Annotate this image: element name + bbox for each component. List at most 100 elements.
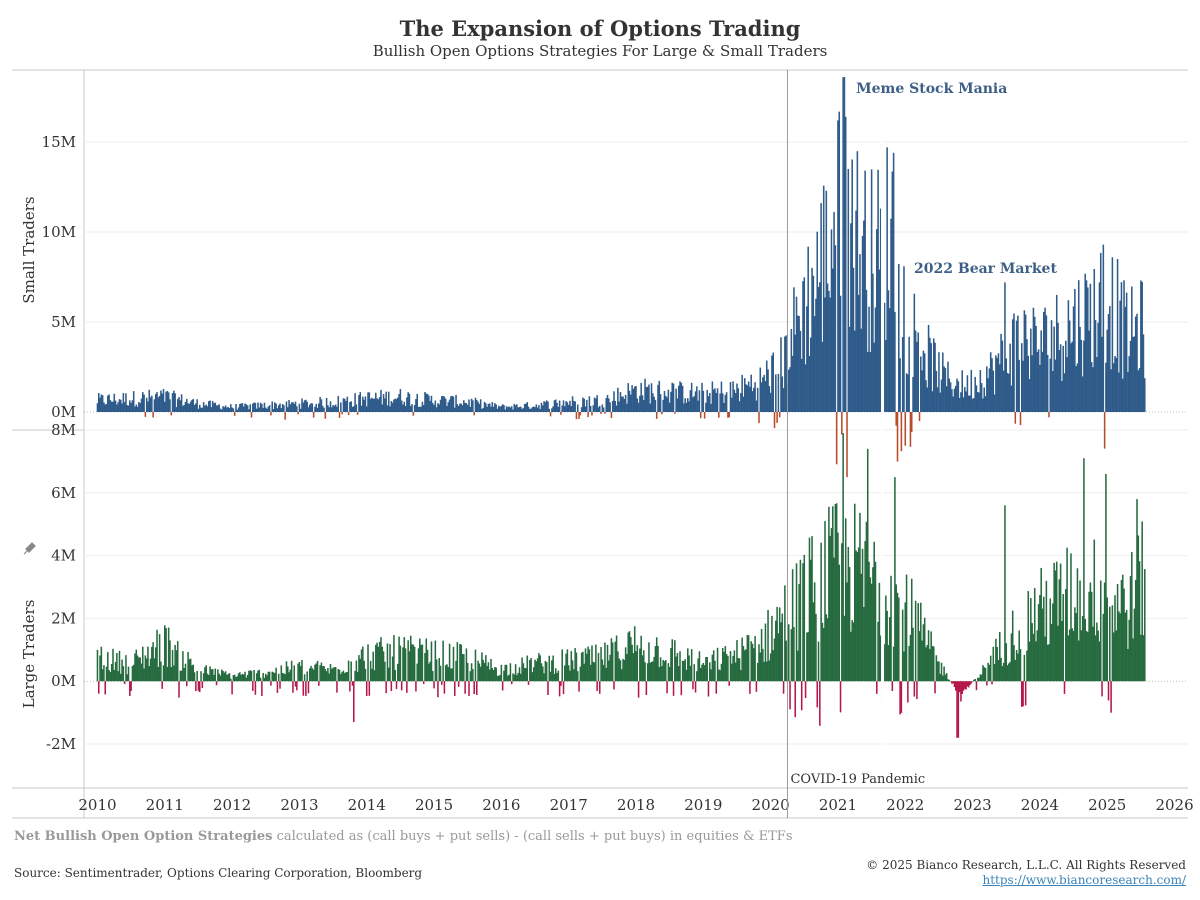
- large-traders-bar: [364, 668, 367, 682]
- small-traders-bar: [297, 412, 299, 415]
- large-traders-bar: [331, 668, 333, 682]
- large-traders-bar: [913, 681, 916, 697]
- large-traders-bar: [944, 674, 947, 682]
- small-traders-bar: [110, 401, 113, 412]
- small-traders-bar: [1011, 319, 1014, 412]
- small-traders-bar: [400, 400, 403, 412]
- small-traders-bar: [824, 297, 826, 412]
- small-traders-bar: [477, 401, 479, 412]
- large-traders-bar: [798, 584, 800, 682]
- small-traders-bar: [873, 342, 875, 412]
- large-traders-bar: [833, 557, 835, 682]
- x-tick-label: 2011: [146, 796, 184, 814]
- small-traders-bar: [965, 391, 967, 412]
- small-traders-bar: [205, 404, 207, 412]
- large-traders-bar: [790, 629, 793, 682]
- large-traders-bar: [1107, 681, 1110, 701]
- small-traders-bar: [666, 397, 668, 412]
- large-traders-bar: [633, 626, 636, 682]
- small-traders-bar: [143, 394, 145, 412]
- small-traders-bar: [197, 408, 200, 412]
- website-link[interactable]: https://www.biancoresearch.com/: [982, 873, 1186, 887]
- small-traders-bar: [310, 403, 312, 412]
- large-traders-bar: [201, 681, 204, 689]
- large-traders-bar: [284, 674, 286, 682]
- small-traders-bar: [220, 409, 223, 412]
- small-traders-bar: [147, 401, 149, 412]
- large-traders-bar: [501, 681, 504, 691]
- large-traders-bar: [685, 669, 688, 682]
- large-traders-bar: [1037, 604, 1040, 682]
- small-traders-bar: [866, 351, 869, 412]
- large-traders-axis-title: Large Traders: [20, 600, 38, 709]
- large-traders-bar: [1014, 659, 1017, 682]
- large-traders-bar: [957, 681, 960, 738]
- large-traders-bar: [215, 681, 218, 686]
- large-traders-bar: [895, 584, 897, 682]
- large-traders-bar: [417, 648, 420, 682]
- large-traders-bar: [797, 650, 799, 682]
- large-traders-bar: [442, 640, 444, 682]
- large-traders-bar: [1030, 598, 1032, 682]
- large-traders-bar: [855, 550, 857, 682]
- small-traders-bar: [409, 406, 412, 412]
- large-traders-bar: [687, 648, 689, 682]
- small-traders-bar: [618, 401, 620, 412]
- small-traders-bar: [764, 381, 767, 412]
- large-traders-bar: [575, 652, 578, 682]
- small-traders-bar: [745, 384, 747, 412]
- large-traders-bar: [697, 658, 699, 682]
- large-traders-bar: [782, 681, 785, 694]
- large-traders-bar: [222, 670, 224, 682]
- small-traders-bar: [820, 203, 822, 412]
- small-traders-bar: [554, 399, 557, 412]
- footnote-bold: Net Bullish Open Option Strategies: [14, 829, 273, 844]
- small-traders-bar: [614, 400, 617, 412]
- small-traders-bar: [466, 405, 469, 412]
- large-traders-bar: [1015, 649, 1018, 682]
- small-traders-bar: [847, 169, 850, 412]
- large-traders-bar: [286, 666, 289, 682]
- small-traders-bar: [776, 412, 778, 423]
- large-traders-bar: [731, 663, 733, 682]
- small-traders-bar: [920, 356, 922, 412]
- large-traders-bar: [1102, 613, 1105, 682]
- large-traders-bar: [209, 666, 211, 682]
- large-traders-bar: [416, 663, 418, 682]
- small-traders-bar: [561, 405, 563, 412]
- small-traders-bar: [1057, 322, 1059, 412]
- small-traders-bar: [852, 267, 855, 412]
- large-traders-bar: [107, 652, 109, 682]
- large-traders-bar: [954, 681, 957, 691]
- small-traders-bar: [495, 404, 497, 412]
- large-traders-bar: [874, 561, 877, 682]
- large-traders-bar: [1005, 643, 1008, 682]
- small-traders-bar: [780, 337, 782, 412]
- large-traders-bar: [725, 654, 728, 682]
- large-traders-bar: [399, 645, 402, 682]
- x-tick-label: 2012: [213, 796, 251, 814]
- x-tick-label: 2010: [78, 796, 116, 814]
- small-traders-bar: [377, 399, 380, 412]
- large-traders-bar: [666, 681, 668, 694]
- large-traders-bar: [439, 665, 442, 682]
- large-traders-bar: [769, 653, 772, 682]
- small-traders-bar: [367, 392, 369, 412]
- small-traders-bar: [408, 393, 411, 412]
- large-traders-bar: [299, 666, 302, 682]
- small-traders-bar: [402, 404, 404, 412]
- large-traders-bar: [984, 667, 987, 682]
- large-traders-bar: [724, 646, 727, 682]
- small-traders-bar: [690, 382, 693, 412]
- small-traders-bar: [868, 306, 870, 412]
- small-traders-bar: [1143, 378, 1146, 412]
- small-traders-bar: [640, 382, 642, 412]
- small-traders-bar: [725, 392, 728, 412]
- small-traders-bar: [116, 404, 118, 412]
- large-traders-bar: [764, 623, 767, 682]
- small-traders-bar: [148, 389, 151, 412]
- large-traders-bar: [1132, 638, 1134, 682]
- small-traders-bar: [127, 405, 130, 412]
- large-traders-bar: [646, 663, 649, 682]
- large-traders-bar: [909, 634, 912, 682]
